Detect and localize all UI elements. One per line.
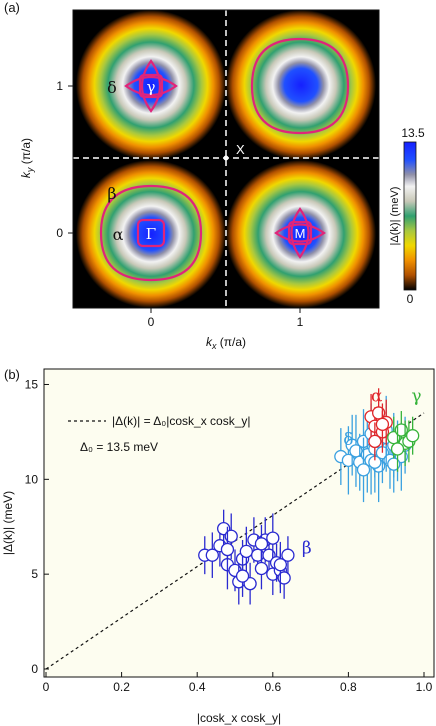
x-tick-label: 0 xyxy=(43,680,50,694)
data-point xyxy=(390,442,405,456)
gap-quadrant-top-left xyxy=(76,10,226,160)
panel-a-label: (a) xyxy=(4,0,20,15)
zone-corner-pocket xyxy=(250,37,350,135)
legend-delta0-text: Δ₀ = 13.5 meV xyxy=(80,440,158,454)
y-tick-label-1: 1 xyxy=(56,79,63,93)
data-points xyxy=(198,388,420,605)
m-pocket xyxy=(287,220,313,246)
x-point-marker xyxy=(223,155,229,161)
data-point xyxy=(235,569,250,583)
data-point xyxy=(254,537,269,551)
legend: |Δ(k)| = Δ₀|cosk_x cosk_y| Δ₀ = 13.5 meV xyxy=(68,414,251,454)
panel-b-ylabel: |Δ(k)| (meV) xyxy=(1,491,15,555)
y-tick-label: 0 xyxy=(31,662,38,676)
panel-b-label: (b) xyxy=(4,367,20,382)
gap-map xyxy=(73,10,379,308)
delta-label: δ xyxy=(107,78,117,97)
series-labels: β δ α γ xyxy=(302,387,422,559)
data-point xyxy=(273,558,288,572)
y-tick-label: 15 xyxy=(25,377,39,391)
x-tick-label: 0.8 xyxy=(340,680,357,694)
y-tick-label: 5 xyxy=(31,567,38,581)
Gamma-point-label: Γ xyxy=(146,225,156,243)
map-frame xyxy=(72,9,380,309)
gap-quadrant-top-right xyxy=(226,10,376,160)
colorbar-max: 13.5 xyxy=(401,126,425,140)
data-point xyxy=(224,529,238,543)
beta-contour xyxy=(99,184,203,282)
gamma-pocket xyxy=(138,73,164,99)
alpha-contour xyxy=(136,218,166,248)
data-point xyxy=(356,463,371,477)
x-tick-label: 0.4 xyxy=(189,680,206,694)
panel-b-xlabel: |cosk_x cosk_y| xyxy=(197,711,281,725)
data-point xyxy=(394,423,408,437)
M-point-label: M xyxy=(295,226,306,241)
alpha-label: α xyxy=(113,225,124,244)
series-label: δ xyxy=(343,430,353,450)
y-tick-label-0: 0 xyxy=(56,226,63,240)
colorbar xyxy=(403,141,417,291)
data-point xyxy=(277,571,291,585)
axes: 0 0.2 0.4 0.6 0.8 1.0 0 5 10 15 xyxy=(25,377,433,694)
y-tick-label: 10 xyxy=(25,472,39,486)
data-point xyxy=(406,429,420,443)
panel-a-xlabel: kx (π/a) xyxy=(206,335,246,351)
x-tick-label-1: 1 xyxy=(297,315,304,329)
x-tick-label: 0.2 xyxy=(113,680,130,694)
data-point xyxy=(254,561,269,576)
data-point xyxy=(281,548,295,562)
data-point xyxy=(368,434,382,449)
data-point xyxy=(375,417,390,431)
data-point xyxy=(205,548,219,562)
series-label: γ xyxy=(411,387,421,407)
beta-label: β xyxy=(107,184,116,203)
panel-a-ylabel: ky (π/a) xyxy=(19,138,35,178)
x-tick-label-0: 0 xyxy=(148,315,155,329)
series-label: α xyxy=(371,387,383,407)
gap-quadrant-bottom-right xyxy=(226,160,376,308)
series-label: β xyxy=(302,538,312,558)
panel-a: (a) γ δ X β α Γ M xyxy=(4,0,425,351)
colorbar-label: |Δ(k)| (meV) xyxy=(389,187,401,246)
data-point xyxy=(266,531,280,545)
panel-b: (b) 0 0.2 0.4 0.6 0.8 1.0 0 5 10 15 β δ α γ |Δ(k)| =… xyxy=(1,367,435,725)
fermi-contours xyxy=(99,37,350,282)
data-point xyxy=(220,542,235,557)
gamma-small-label: γ xyxy=(147,78,156,96)
x-tick-label: 0.6 xyxy=(264,680,281,694)
colorbar-min: 0 xyxy=(407,292,414,306)
x-tick-label: 1.0 xyxy=(416,680,433,694)
legend-fit-text: |Δ(k)| = Δ₀|cosk_x cosk_y| xyxy=(112,414,251,428)
x-point-label: X xyxy=(236,142,245,157)
